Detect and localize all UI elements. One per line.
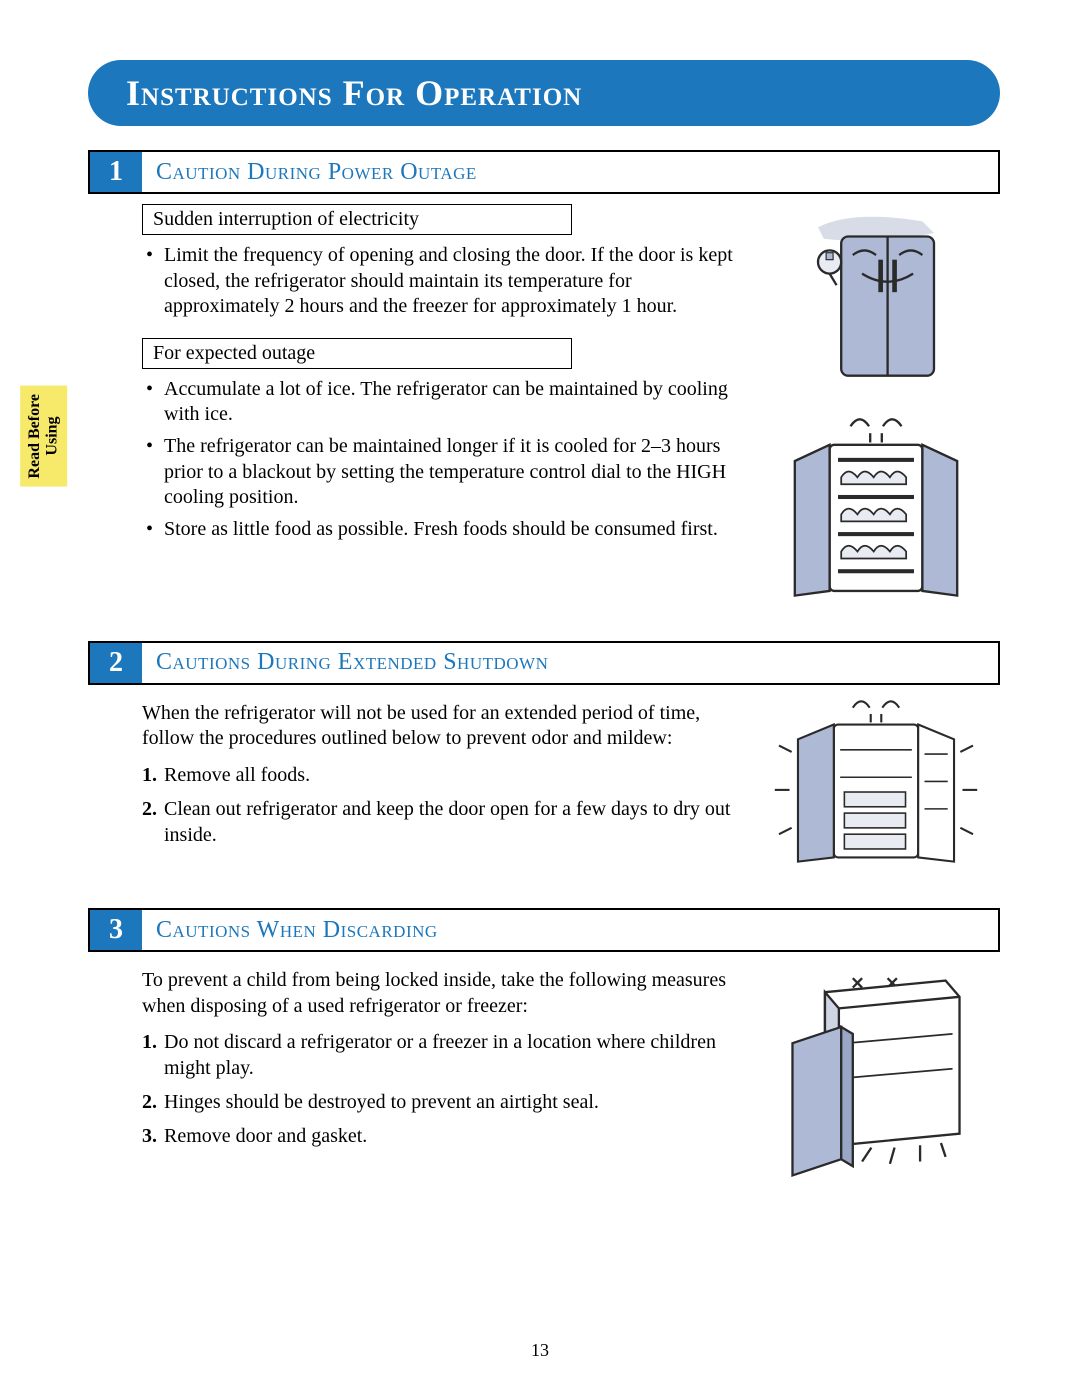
section-1-images bbox=[760, 204, 992, 607]
list-item: 3.Remove door and gasket. bbox=[164, 1123, 736, 1149]
section-body-1: Sudden interruption of electricity Limit… bbox=[142, 204, 992, 607]
fridge-discard-illustration bbox=[760, 962, 992, 1182]
bullets-1a: Limit the frequency of opening and closi… bbox=[142, 243, 736, 320]
section-2-intro: When the refrigerator will not be used f… bbox=[142, 701, 736, 752]
section-3-text: To prevent a child from being locked ins… bbox=[142, 962, 736, 1182]
title-bar: Instructions For Operation bbox=[88, 60, 1000, 126]
section-2-list: 1.Remove all foods. 2.Clean out refriger… bbox=[142, 762, 736, 848]
list-item: 2.Hinges should be destroyed to prevent … bbox=[164, 1089, 736, 1115]
section-2-images bbox=[760, 695, 992, 874]
section-header-3: 3 Cautions When Discarding bbox=[88, 908, 1000, 952]
list-item: 1.Do not discard a refrigerator or a fre… bbox=[164, 1029, 736, 1081]
section-3-list: 1.Do not discard a refrigerator or a fre… bbox=[142, 1029, 736, 1149]
section-number-1: 1 bbox=[90, 152, 142, 192]
section-header-2: 2 Cautions During Extended Shutdown bbox=[88, 641, 1000, 685]
page-number: 13 bbox=[0, 1340, 1080, 1361]
list-item: 2.Clean out refrigerator and keep the do… bbox=[164, 796, 736, 848]
subheading-1b: For expected outage bbox=[142, 338, 572, 369]
bullet-item: The refrigerator can be maintained longe… bbox=[164, 434, 736, 511]
section-title-3: Cautions When Discarding bbox=[142, 910, 438, 950]
section-3-images bbox=[760, 962, 992, 1182]
section-number-2: 2 bbox=[90, 643, 142, 683]
section-2-text: When the refrigerator will not be used f… bbox=[142, 695, 736, 874]
section-number-3: 3 bbox=[90, 910, 142, 950]
section-3-intro: To prevent a child from being locked ins… bbox=[142, 968, 736, 1019]
section-body-3: To prevent a child from being locked ins… bbox=[142, 962, 992, 1182]
fridge-open-ice-illustration bbox=[760, 410, 992, 607]
page-title: Instructions For Operation bbox=[126, 73, 582, 113]
list-item: 1.Remove all foods. bbox=[164, 762, 736, 788]
section-header-1: 1 Caution During Power Outage bbox=[88, 150, 1000, 194]
section-title-1: Caution During Power Outage bbox=[142, 152, 477, 192]
section-title-2: Cautions During Extended Shutdown bbox=[142, 643, 548, 683]
section-1-text: Sudden interruption of electricity Limit… bbox=[142, 204, 736, 607]
bullet-item: Accumulate a lot of ice. The refrigerato… bbox=[164, 377, 736, 428]
subheading-1a: Sudden interruption of electricity bbox=[142, 204, 572, 235]
fridge-closed-happy-illustration bbox=[760, 204, 992, 390]
bullet-item: Limit the frequency of opening and closi… bbox=[164, 243, 736, 320]
section-body-2: When the refrigerator will not be used f… bbox=[142, 695, 992, 874]
bullets-1b: Accumulate a lot of ice. The refrigerato… bbox=[142, 377, 736, 543]
bullet-item: Store as little food as possible. Fresh … bbox=[164, 517, 736, 543]
page-content: Instructions For Operation 1 Caution Dur… bbox=[0, 0, 1080, 1256]
fridge-open-empty-illustration bbox=[760, 695, 992, 874]
